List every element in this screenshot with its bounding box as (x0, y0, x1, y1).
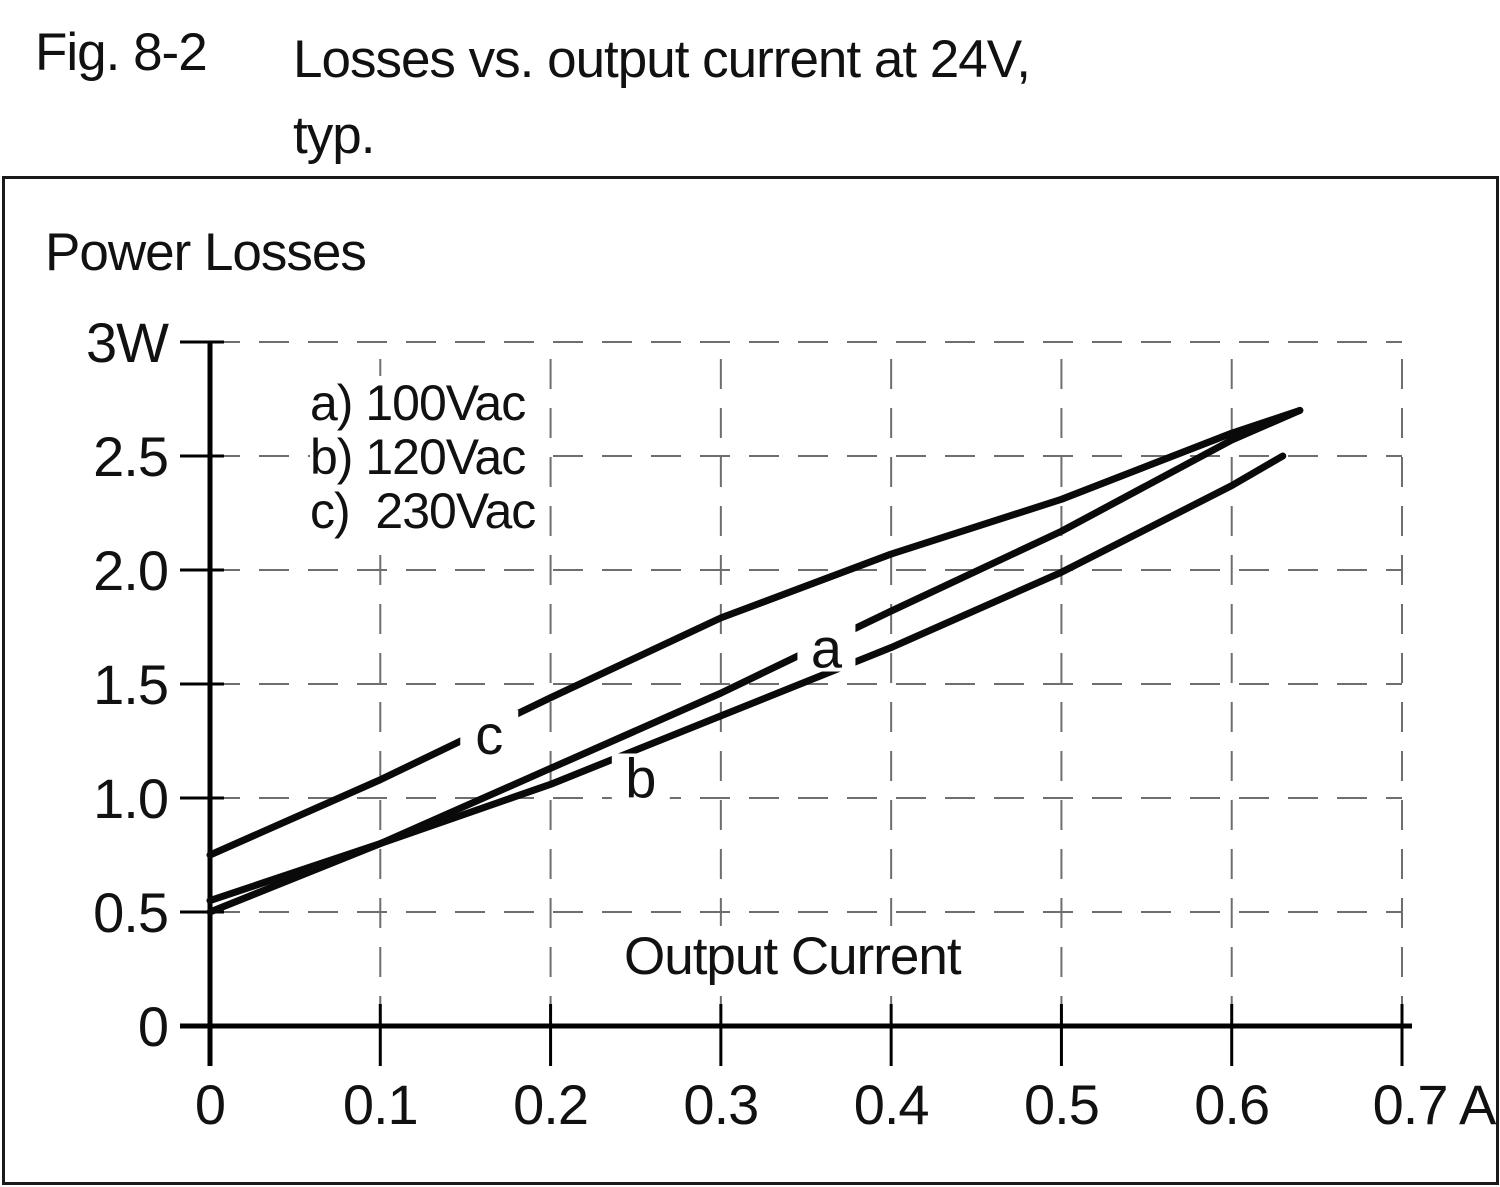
curve-label-gap-a (797, 623, 856, 672)
figure-caption: Losses vs. output current at 24V, typ. (293, 22, 1031, 174)
y-tick-label: 0.5 (93, 881, 168, 944)
x-tick-label: 0.6 (1194, 1073, 1269, 1136)
y-tick-label: 0 (138, 995, 168, 1058)
x-tick-label: 0.7 A (1373, 1073, 1497, 1136)
legend-item-a: a) 100Vac (310, 376, 536, 430)
legend: a) 100Vac b) 120Vac c) 230Vac (310, 376, 546, 538)
y-tick-label: 2.0 (93, 539, 168, 602)
legend-item-b: b) 120Vac (310, 430, 536, 484)
legend-item-c: c) 230Vac (310, 484, 546, 538)
figure-caption-line2: typ. (293, 106, 375, 165)
curve-b (206, 452, 1287, 905)
curve-label-gap-c (460, 710, 519, 759)
x-tick-label: 0.4 (854, 1073, 929, 1136)
y-tick-label: 1.5 (93, 653, 168, 716)
y-tick-label: 2.5 (93, 425, 168, 488)
curve-label-a: a (811, 617, 843, 680)
y-axis-title: Power Losses (45, 223, 367, 282)
x-tick-label: 0.5 (1024, 1073, 1099, 1136)
y-tick-label: 1.0 (93, 767, 168, 830)
chart-frame (2, 176, 1499, 1185)
curve-label-b: b (625, 746, 656, 809)
curve-label-c: c (475, 703, 503, 766)
figure-caption-line1: Losses vs. output current at 24V, (293, 30, 1031, 89)
figure-number: Fig. 8-2 (35, 23, 208, 82)
x-tick-label: 0.3 (683, 1073, 758, 1136)
curve-c (206, 406, 1304, 859)
x-axis-title: Output Current (618, 926, 967, 987)
y-tick-label: 3W (86, 311, 169, 374)
x-tick-label: 0.2 (513, 1073, 588, 1136)
curve-label-gap-b (611, 753, 670, 802)
x-tick-label: 0 (195, 1073, 225, 1136)
x-tick-label: 0.1 (343, 1073, 418, 1136)
